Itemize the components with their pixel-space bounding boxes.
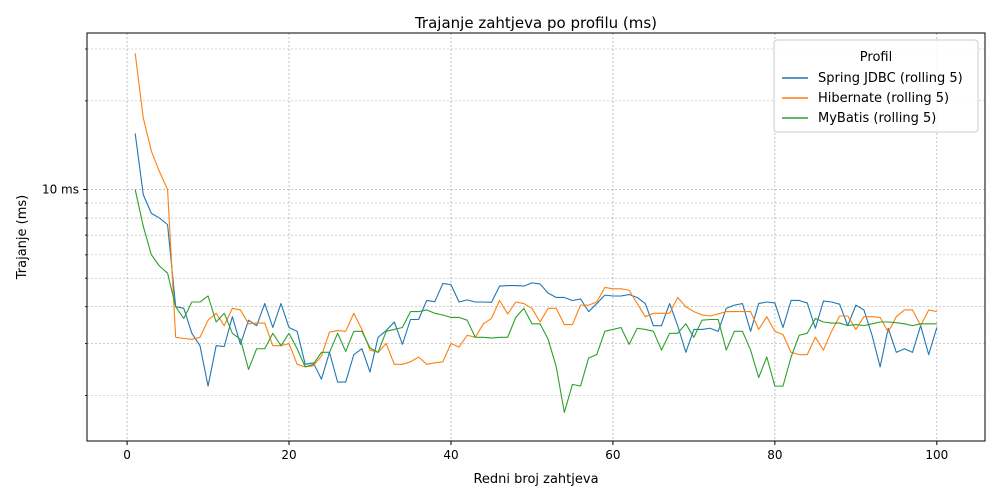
x-tick-label: 40 xyxy=(443,448,458,462)
series-line-3 xyxy=(134,189,937,414)
x-tick-label: 20 xyxy=(281,448,296,462)
legend-label-1: Spring JDBC (rolling 5) xyxy=(818,71,963,86)
plot-frame xyxy=(86,32,986,442)
legend-box xyxy=(773,39,979,133)
legend-title: Profil xyxy=(860,50,892,65)
chart-title: Trajanje zahtjeva po profilu (ms) xyxy=(414,14,657,32)
y-axis-label: Trajanje (ms) xyxy=(15,195,30,280)
x-tick-label: 80 xyxy=(767,448,782,462)
x-axis-label: Redni broj zahtjeva xyxy=(473,472,598,487)
axis-ticks: 0 20 40 60 80 100 10 ms xyxy=(42,48,948,462)
legend: Profil Spring JDBC (rolling 5) Hibernate … xyxy=(773,39,979,133)
series-lines xyxy=(134,53,938,414)
grid xyxy=(87,33,985,441)
x-tick-label: 100 xyxy=(925,448,948,462)
x-tick-label: 60 xyxy=(605,448,620,462)
legend-label-3: MyBatis (rolling 5) xyxy=(818,111,936,126)
y-tick-label: 10 ms xyxy=(42,183,79,197)
legend-label-2: Hibernate (rolling 5) xyxy=(818,91,949,106)
series-line-2 xyxy=(134,53,937,368)
series-line-1 xyxy=(134,133,938,387)
legend-entries: Spring JDBC (rolling 5) Hibernate (rollin… xyxy=(782,71,963,126)
x-tick-label: 0 xyxy=(123,448,131,462)
